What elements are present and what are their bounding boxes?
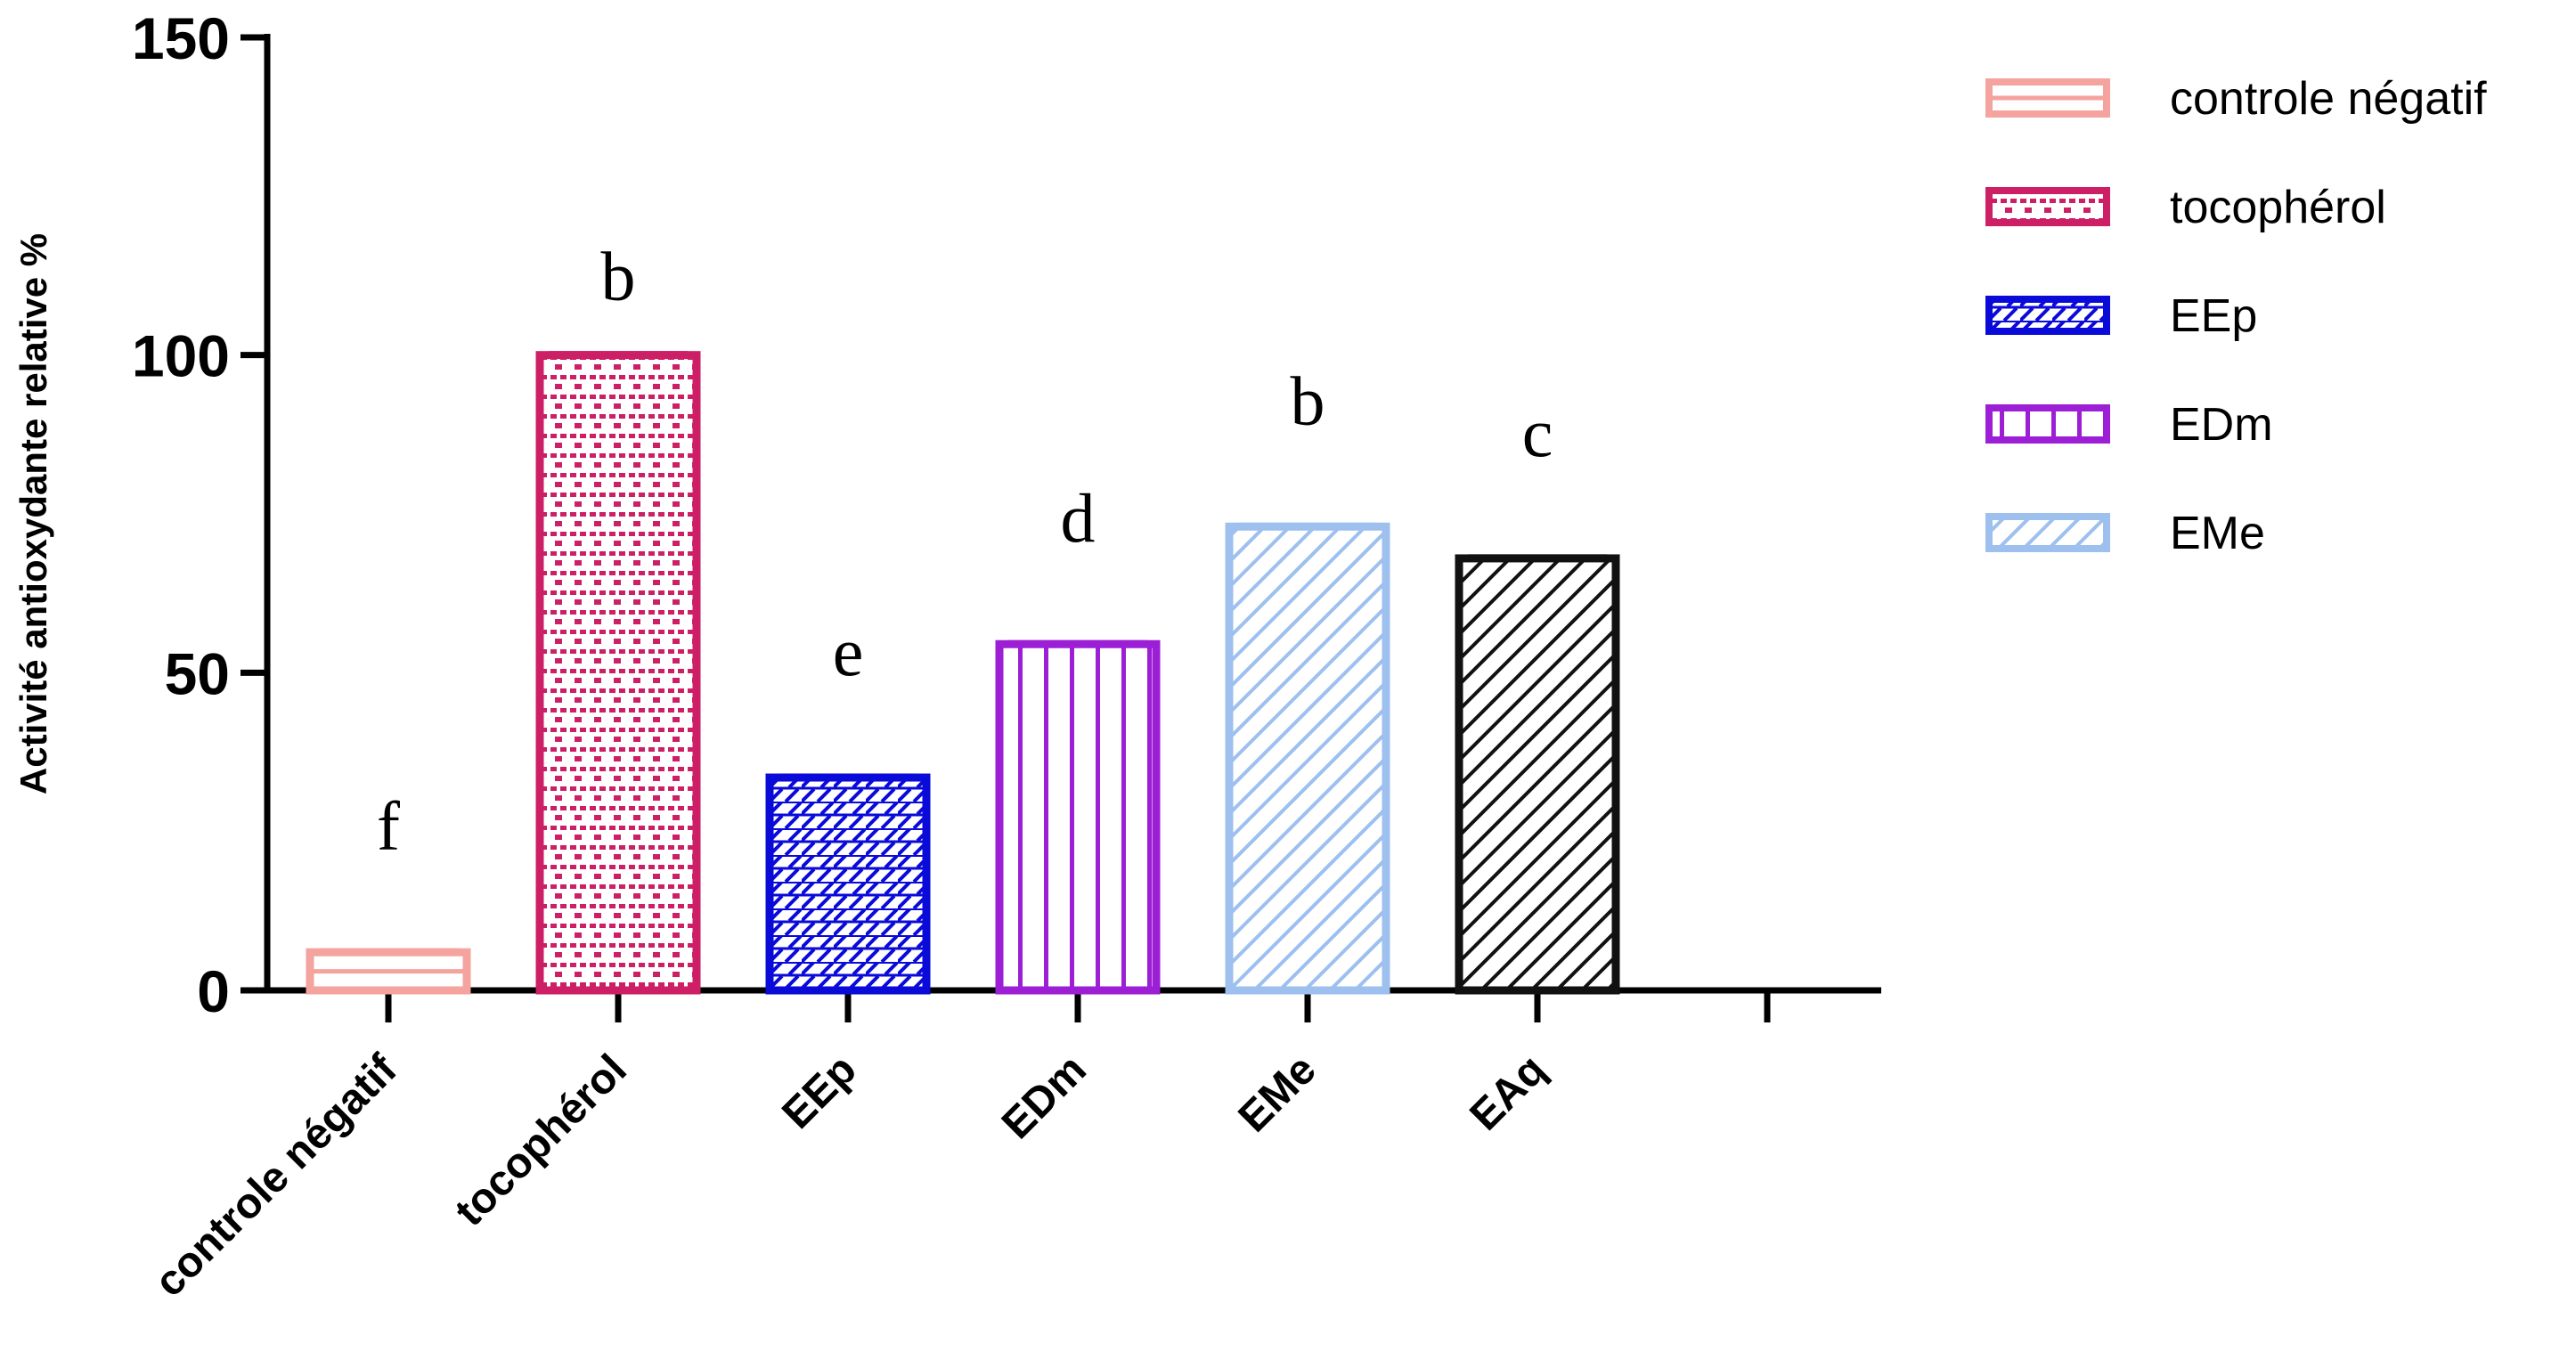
legend-label-controle-negatif: controle négatif: [2170, 73, 2487, 125]
bar-eep: [765, 773, 931, 995]
y-tick-label-0: 0: [197, 958, 230, 1024]
significance-letter-edm: d: [1061, 479, 1096, 557]
x-tick-label-edm: EDm: [993, 1046, 1096, 1148]
x-tick-label-eep: EEp: [773, 1046, 865, 1137]
legend-swatch-tocopherol: [1985, 187, 2110, 226]
bar-tocopherol: [535, 351, 701, 995]
y-tick-label-100: 100: [132, 323, 230, 389]
legend-label-tocopherol: tocophérol: [2170, 182, 2386, 233]
significance-letter-eaq: c: [1522, 394, 1553, 471]
bar-eme: [1225, 522, 1390, 995]
bar-eaq: [1455, 554, 1620, 995]
x-tick-label-tocopherol: tocophérol: [446, 1046, 636, 1235]
bars: [306, 351, 1620, 995]
x-tick-label-eaq: EAq: [1461, 1046, 1554, 1139]
significance-letter-eep: e: [833, 613, 864, 690]
legend-swatch-edm: [1985, 404, 2110, 444]
x-tick-label-controle-negatif: controle négatif: [146, 1046, 407, 1307]
legend-label-eme: EMe: [2170, 508, 2265, 559]
significance-letter-eme: b: [1291, 362, 1325, 439]
y-axis-title: Activité antioxydante relative %: [12, 233, 54, 794]
legend-label-edm: EDm: [2170, 399, 2273, 451]
legend-label-eep: EEp: [2170, 290, 2257, 342]
y-tick-label-50: 50: [165, 640, 230, 706]
significance-letter-controle-negatif: f: [377, 787, 400, 865]
legend-swatch-eme: [1985, 513, 2110, 552]
legend-swatch-eep: [1985, 296, 2110, 335]
legend: controle négatif tocophérol EEp EDm EMe: [1985, 73, 2487, 559]
axes: 0 50 100 150: [132, 5, 1881, 1024]
y-tick-label-150: 150: [132, 5, 230, 71]
x-tick-label-eme: EMe: [1230, 1046, 1325, 1141]
significance-letter-tocopherol: b: [601, 238, 636, 315]
bar-edm: [995, 639, 1161, 995]
